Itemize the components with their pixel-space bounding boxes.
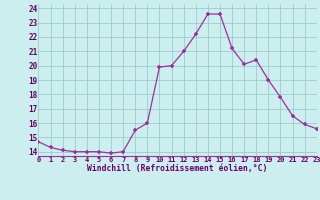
- X-axis label: Windchill (Refroidissement éolien,°C): Windchill (Refroidissement éolien,°C): [87, 164, 268, 173]
